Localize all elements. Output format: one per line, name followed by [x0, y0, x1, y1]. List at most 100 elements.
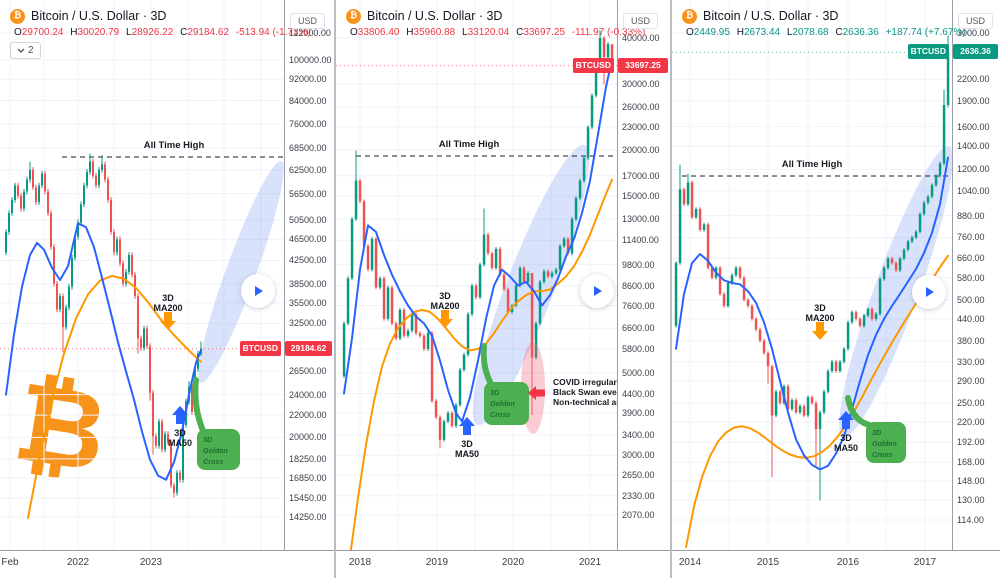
ohlc-open-key: O [686, 27, 694, 38]
golden-cross-badge[interactable]: 3D Golden Cross [197, 429, 240, 470]
all-time-high-label[interactable]: All Time High [438, 139, 500, 150]
chart-header: ₿ Bitcoin / U.S. Dollar · 3D O2449.95 H2… [682, 8, 966, 38]
time-tick-label: 2021 [578, 557, 602, 568]
play-icon [594, 286, 602, 296]
golden-cross-tail [192, 377, 207, 436]
chart-panel-3: ₿ Bitcoin / U.S. Dollar · 3D O2449.95 H2… [672, 0, 1000, 578]
change-value: -111.97 (-0.33%) [571, 27, 646, 38]
time-tick-label: 2017 [913, 557, 937, 568]
play-button[interactable] [241, 274, 275, 308]
time-axis[interactable]: 2014 2015 2016 2017 [672, 550, 1000, 578]
ohlc-close-value: 2636.36 [842, 27, 879, 38]
golden-cross-badge[interactable]: 3D Golden Cross [866, 422, 906, 463]
symbol-title-row[interactable]: ₿ Bitcoin / U.S. Dollar · 3D [10, 8, 311, 24]
ohlc-open-key: O [350, 27, 358, 38]
ma200-label[interactable]: 3D MA200 [430, 291, 460, 311]
time-tick-label: 2020 [501, 557, 525, 568]
price-tick-label: 3400.00 [622, 430, 655, 440]
ohlc-row: O29700.24 H30020.79 L28926.22 C29184.62 … [10, 27, 311, 38]
price-tick-label: 290.00 [957, 376, 985, 386]
ohlc-low-key: L [462, 27, 468, 38]
covid-note-text[interactable]: COVID irregularity.Black Swan event.Non-… [553, 377, 617, 407]
price-scale[interactable]: 112000.00 100000.00 92000.00 84000.00 76000.… [284, 0, 334, 551]
ma50-arrow[interactable] [459, 417, 475, 440]
price-tick-label: 15450.00 [289, 493, 327, 503]
price-tick-label: 26000.00 [622, 102, 660, 112]
covid-arrow[interactable] [527, 386, 545, 405]
price-tick-label: 56500.00 [289, 189, 327, 199]
ohlc-close-key: C [516, 27, 524, 38]
ma50-arrow[interactable] [838, 411, 854, 434]
symbol-title[interactable]: Bitcoin / U.S. Dollar · 3D [703, 9, 839, 23]
ma200-arrow[interactable] [437, 310, 453, 333]
chart-header: ₿ Bitcoin / U.S. Dollar · 3D O29700.24 H… [10, 8, 311, 59]
price-tick-label: 46500.00 [289, 234, 327, 244]
time-axis[interactable]: 2018 2019 2020 2021 [336, 550, 670, 578]
ma200-line[interactable] [27, 274, 202, 519]
price-scale[interactable]: 40000.00 30000.00 26000.00 23000.00 20000.00… [617, 0, 670, 551]
symbol-title[interactable]: Bitcoin / U.S. Dollar · 3D [367, 9, 503, 23]
price-tick-label: 192.00 [957, 437, 985, 447]
price-tick-label: 11400.00 [622, 235, 659, 245]
price-tick-label: 18250.00 [289, 454, 327, 464]
play-button[interactable] [912, 275, 946, 309]
price-badge-symbol: BTCUSD [239, 341, 281, 356]
chart-header: ₿ Bitcoin / U.S. Dollar · 3D O33806.40 H… [346, 8, 645, 38]
ohlc-high-key: H [736, 27, 744, 38]
price-tick-label: 4400.00 [622, 389, 655, 399]
ma200-arrow[interactable] [160, 312, 176, 335]
price-tick-label: 2070.00 [622, 510, 655, 520]
currency-button[interactable]: USD [290, 13, 326, 29]
time-tick-label: 2023 [139, 557, 163, 568]
ohlc-close-value: 29184.62 [187, 27, 230, 38]
price-tick-label: 84000.00 [289, 96, 327, 106]
price-tick-label: 1040.00 [957, 186, 990, 196]
indicator-count: 2 [28, 45, 34, 56]
play-button[interactable] [580, 274, 614, 308]
ohlc-open-value: 2449.95 [693, 27, 730, 38]
currency-button[interactable]: USD [958, 13, 994, 29]
ma50-line[interactable] [5, 222, 202, 481]
price-tick-label: 30000.00 [622, 79, 660, 89]
ma50-label[interactable]: 3D MA50 [454, 439, 480, 459]
currency-button[interactable]: USD [623, 13, 659, 29]
candlestick-chart[interactable] [0, 0, 284, 550]
ma200-arrow[interactable] [812, 322, 828, 345]
symbol-title[interactable]: Bitcoin / U.S. Dollar · 3D [31, 9, 167, 23]
ma50-label[interactable]: 3D MA50 [833, 433, 859, 453]
ma50-arrow[interactable] [172, 406, 188, 429]
price-badge-symbol: BTCUSD [572, 58, 614, 73]
all-time-high-label[interactable]: All Time High [781, 159, 843, 170]
price-tick-label: 1200.00 [957, 164, 990, 174]
price-tick-label: 76000.00 [289, 119, 327, 129]
golden-cross-badge[interactable]: 3D Golden Cross [484, 382, 529, 425]
ma50-label[interactable]: 3D MA50 [167, 428, 193, 448]
price-tick-label: 330.00 [957, 357, 985, 367]
ma50-line[interactable] [343, 58, 613, 423]
play-icon [255, 286, 263, 296]
ohlc-low-value: 2078.68 [792, 27, 829, 38]
indicators-collapse-button[interactable]: 2 [10, 42, 41, 59]
candlestick-chart[interactable] [336, 0, 617, 550]
ma200-line[interactable] [685, 254, 949, 549]
price-tick-label: 130.00 [957, 495, 985, 505]
symbol-title-row[interactable]: ₿ Bitcoin / U.S. Dollar · 3D [346, 8, 645, 24]
ma200-label[interactable]: 3D MA200 [805, 303, 835, 323]
ma200-label[interactable]: 3D MA200 [153, 293, 183, 313]
ma50-line[interactable] [675, 156, 949, 471]
time-tick-label: 2016 [836, 557, 860, 568]
time-tick-label: Feb [1, 557, 19, 568]
time-axis[interactable]: Feb 2022 2023 [0, 550, 334, 578]
candlestick-chart[interactable] [672, 0, 952, 550]
bitcoin-icon: ₿ [682, 8, 697, 24]
projection-band[interactable] [187, 156, 284, 388]
symbol-title-row[interactable]: ₿ Bitcoin / U.S. Dollar · 3D [682, 8, 966, 24]
all-time-high-label[interactable]: All Time High [143, 140, 205, 151]
ohlc-high-value: 2673.44 [743, 27, 781, 38]
change-value: -513.94 (-1.73%) [235, 27, 311, 38]
price-tick-label: 2200.00 [957, 74, 990, 84]
price-scale[interactable]: 3000.00 2200.00 1900.00 1600.00 1400.00 1200.… [952, 0, 1000, 551]
chevron-down-icon [17, 48, 25, 53]
bitcoin-icon: ₿ [346, 8, 361, 24]
projection-band[interactable] [822, 139, 952, 445]
